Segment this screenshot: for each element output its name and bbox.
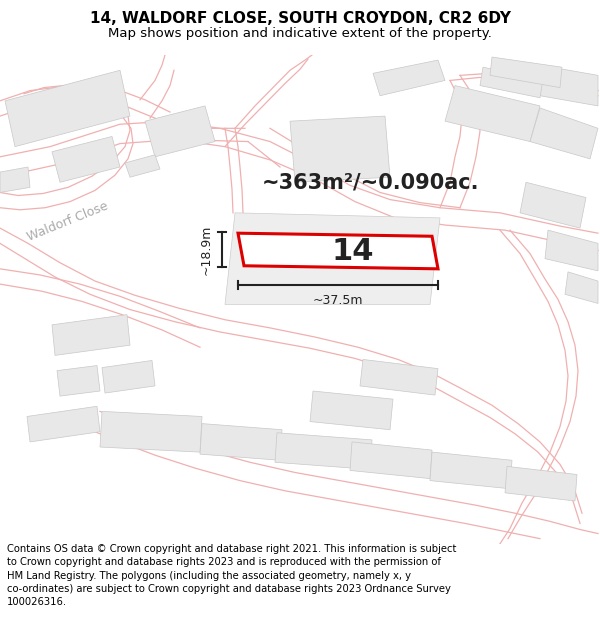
- Polygon shape: [145, 106, 215, 157]
- Polygon shape: [200, 424, 282, 460]
- Polygon shape: [540, 65, 598, 106]
- Polygon shape: [100, 411, 202, 452]
- Text: ~363m²/~0.090ac.: ~363m²/~0.090ac.: [261, 173, 479, 192]
- Polygon shape: [102, 361, 155, 393]
- Polygon shape: [545, 230, 598, 271]
- Text: Waldorf Close: Waldorf Close: [26, 200, 110, 244]
- Polygon shape: [238, 233, 438, 269]
- Polygon shape: [565, 272, 598, 304]
- Polygon shape: [57, 366, 100, 396]
- Polygon shape: [373, 60, 445, 96]
- Text: ~37.5m: ~37.5m: [313, 294, 363, 308]
- Text: 14: 14: [332, 236, 374, 266]
- Text: ~18.9m: ~18.9m: [200, 224, 213, 274]
- Polygon shape: [125, 155, 160, 178]
- Polygon shape: [0, 167, 30, 192]
- Text: Contains OS data © Crown copyright and database right 2021. This information is : Contains OS data © Crown copyright and d…: [7, 544, 457, 607]
- Polygon shape: [310, 391, 393, 430]
- Polygon shape: [505, 466, 577, 501]
- Text: Map shows position and indicative extent of the property.: Map shows position and indicative extent…: [108, 27, 492, 39]
- Polygon shape: [225, 213, 440, 304]
- Polygon shape: [530, 108, 598, 159]
- Polygon shape: [480, 68, 543, 98]
- Polygon shape: [52, 136, 120, 182]
- Polygon shape: [275, 432, 372, 469]
- Polygon shape: [290, 116, 390, 182]
- Polygon shape: [5, 70, 130, 147]
- Polygon shape: [490, 57, 562, 88]
- Polygon shape: [520, 182, 586, 228]
- Polygon shape: [445, 86, 540, 141]
- Polygon shape: [430, 452, 512, 489]
- Polygon shape: [52, 314, 130, 356]
- Polygon shape: [27, 406, 100, 442]
- Polygon shape: [350, 442, 432, 479]
- Text: 14, WALDORF CLOSE, SOUTH CROYDON, CR2 6DY: 14, WALDORF CLOSE, SOUTH CROYDON, CR2 6D…: [89, 11, 511, 26]
- Polygon shape: [360, 359, 438, 395]
